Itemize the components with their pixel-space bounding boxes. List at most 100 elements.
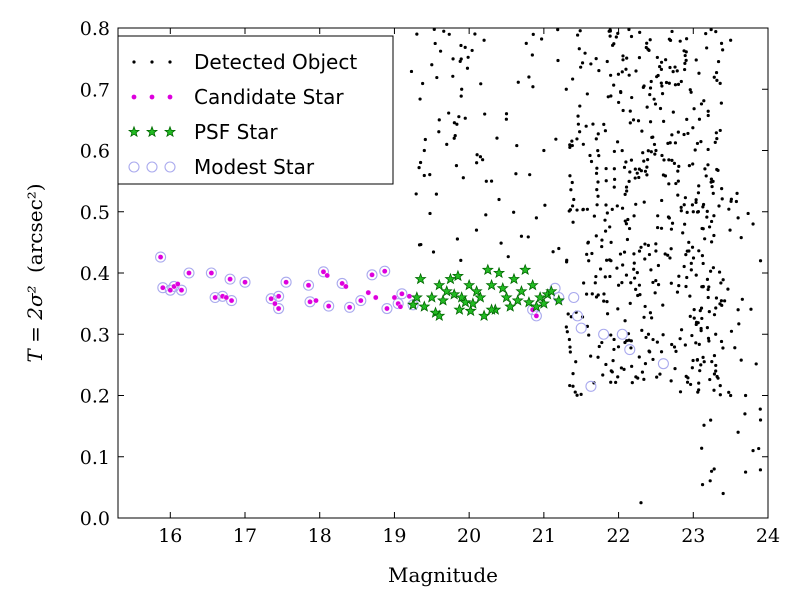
- data-point: [698, 369, 702, 373]
- data-point: [706, 336, 711, 340]
- data-point: [657, 358, 669, 370]
- data-point: [433, 278, 446, 291]
- data-point: [658, 106, 663, 111]
- data-point: [668, 65, 672, 70]
- data-point: [646, 149, 650, 153]
- data-point: [365, 289, 372, 296]
- legend-marker: [128, 161, 140, 173]
- data-point: [418, 97, 422, 101]
- data-point: [226, 295, 238, 307]
- data-point: [613, 177, 617, 181]
- data-point: [743, 412, 747, 416]
- x-tick-label: 23: [681, 525, 705, 547]
- data-point: [419, 242, 423, 247]
- data-point: [475, 153, 479, 157]
- data-point: [743, 393, 748, 398]
- data-point: [569, 188, 573, 192]
- data-point: [511, 294, 524, 306]
- data-point: [618, 252, 623, 256]
- data-point: [568, 345, 572, 349]
- data-point: [655, 75, 659, 79]
- data-point: [612, 149, 616, 154]
- data-point: [667, 158, 671, 162]
- data-point: [493, 266, 506, 279]
- data-point: [642, 377, 646, 381]
- data-point: [604, 203, 608, 207]
- data-point: [659, 81, 663, 85]
- series-modest-star: [155, 251, 669, 392]
- data-point: [608, 225, 612, 229]
- data-point: [444, 272, 457, 285]
- data-point: [710, 240, 714, 244]
- data-point: [568, 383, 572, 388]
- data-point: [609, 333, 613, 337]
- data-point: [597, 68, 601, 73]
- data-point: [721, 48, 725, 52]
- data-point: [655, 340, 659, 344]
- data-point: [678, 39, 682, 43]
- data-point: [684, 50, 688, 54]
- x-tick-label: 16: [158, 525, 182, 547]
- data-point: [729, 329, 734, 333]
- data-point: [636, 119, 641, 123]
- data-point: [482, 38, 486, 42]
- data-point: [671, 70, 675, 74]
- data-point: [598, 328, 610, 340]
- legend-label: Candidate Star: [194, 85, 344, 109]
- data-point: [729, 197, 733, 201]
- data-point: [381, 302, 393, 315]
- data-point: [594, 295, 599, 299]
- data-point: [481, 263, 494, 276]
- data-point: [317, 266, 330, 278]
- data-point: [644, 335, 648, 340]
- data-point: [584, 292, 589, 296]
- data-point: [484, 179, 488, 183]
- data-point: [640, 129, 644, 133]
- data-point: [663, 252, 667, 256]
- data-point: [584, 124, 588, 128]
- data-point: [758, 407, 762, 411]
- data-point: [676, 82, 681, 86]
- legend-marker: [149, 94, 155, 100]
- data-point: [682, 264, 686, 269]
- data-point: [570, 143, 574, 148]
- data-point: [459, 43, 463, 48]
- data-point: [620, 206, 625, 210]
- data-point: [325, 303, 332, 309]
- data-point: [305, 282, 312, 289]
- data-point: [602, 292, 606, 296]
- data-point: [662, 119, 666, 123]
- data-point: [630, 95, 634, 100]
- data-point: [164, 284, 176, 296]
- data-point: [604, 362, 608, 367]
- data-point: [463, 278, 476, 291]
- data-point: [701, 202, 706, 207]
- data-point: [700, 483, 705, 487]
- data-point: [692, 107, 696, 111]
- data-point: [633, 176, 637, 180]
- data-point: [470, 285, 483, 297]
- data-point: [669, 281, 673, 285]
- data-point: [343, 283, 349, 290]
- data-point: [575, 208, 579, 212]
- data-point: [758, 468, 763, 472]
- data-point: [425, 291, 438, 303]
- data-point: [674, 181, 678, 186]
- data-point: [662, 158, 666, 162]
- y-tick-label: 0.4: [80, 263, 110, 285]
- data-point: [696, 210, 700, 214]
- data-point: [473, 32, 477, 36]
- data-point: [627, 27, 631, 32]
- data-point: [628, 121, 632, 125]
- data-point: [612, 185, 616, 189]
- data-point: [576, 114, 580, 118]
- data-point: [641, 85, 645, 89]
- data-point: [600, 340, 604, 345]
- data-point: [586, 241, 590, 245]
- data-point: [684, 284, 688, 289]
- data-point: [624, 222, 629, 226]
- data-point: [594, 57, 598, 61]
- data-point: [519, 234, 524, 238]
- data-point: [667, 81, 671, 85]
